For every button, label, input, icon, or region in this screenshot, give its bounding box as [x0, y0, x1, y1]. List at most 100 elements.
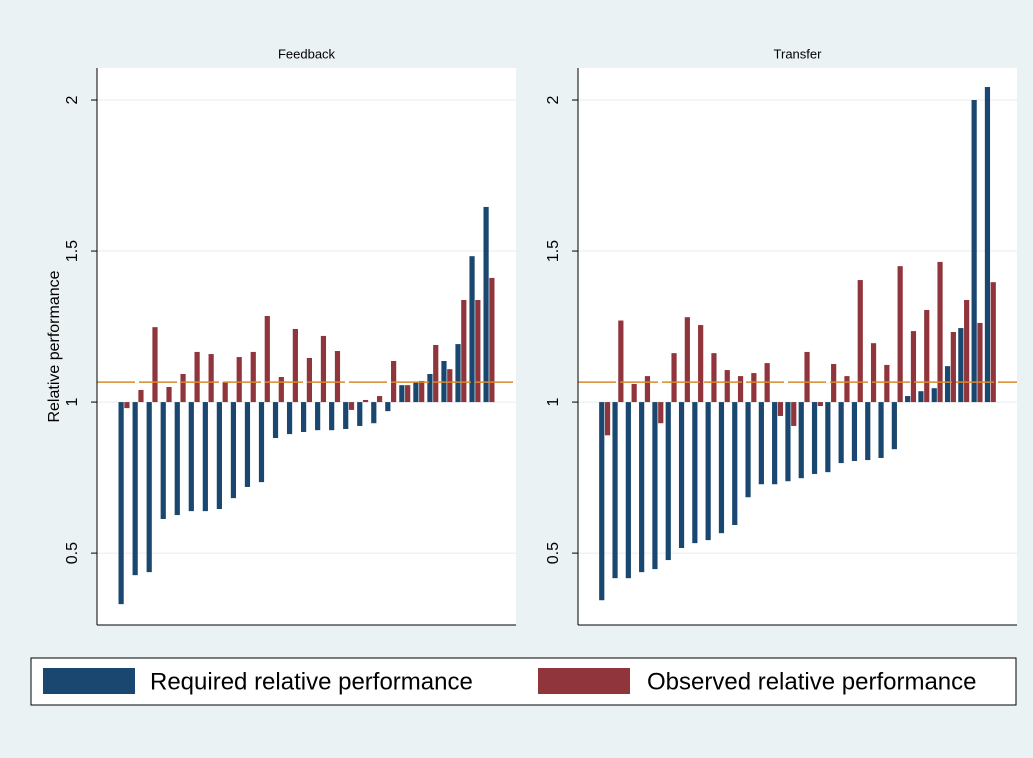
bar	[870, 343, 877, 403]
bar	[599, 402, 605, 601]
bar	[138, 389, 144, 403]
bar	[931, 388, 937, 403]
bar	[625, 402, 631, 579]
bar	[357, 402, 363, 426]
bar	[174, 402, 180, 516]
bar	[897, 266, 903, 403]
bar	[844, 376, 850, 403]
bar	[419, 380, 425, 403]
bar	[684, 317, 690, 403]
bar	[188, 402, 194, 512]
bar	[469, 256, 475, 403]
bar	[376, 396, 383, 403]
bar	[705, 402, 711, 541]
bar	[320, 335, 327, 403]
bar	[711, 353, 717, 403]
bar	[811, 402, 818, 474]
bar	[301, 402, 307, 432]
bar	[678, 402, 685, 548]
bar	[362, 399, 369, 403]
bar	[222, 382, 228, 403]
bar	[604, 402, 611, 436]
plot-area	[578, 68, 1017, 625]
bar	[208, 354, 214, 403]
bar	[950, 332, 956, 403]
bar	[964, 299, 970, 403]
bar	[884, 364, 890, 403]
bar	[791, 402, 797, 426]
bar	[671, 353, 677, 403]
bar	[433, 344, 439, 403]
bar	[977, 322, 983, 403]
panel-title: Feedback	[278, 46, 336, 61]
legend-label: Required relative performance	[150, 668, 473, 695]
bar	[692, 402, 698, 544]
bar	[918, 391, 924, 403]
legend-swatch	[538, 668, 630, 694]
legend-box	[30, 657, 1017, 706]
bar	[772, 402, 778, 485]
bar	[724, 370, 730, 403]
bar	[244, 402, 251, 487]
bar	[891, 402, 897, 450]
y-tick-label: 1	[545, 398, 562, 407]
bar	[306, 357, 312, 403]
bar	[905, 396, 911, 403]
bar	[639, 402, 645, 573]
bar	[399, 385, 405, 403]
bar	[427, 373, 433, 403]
bar	[405, 385, 411, 403]
bar	[857, 280, 863, 403]
bar	[455, 344, 461, 403]
bar	[652, 402, 658, 570]
y-tick-label: 0.5	[64, 542, 81, 564]
bar	[447, 369, 453, 403]
bar	[348, 402, 355, 410]
y-tick-label: 2	[64, 95, 81, 104]
bar	[461, 299, 467, 403]
plot-area	[97, 68, 516, 625]
bar	[483, 206, 489, 403]
y-tick-label: 2	[545, 95, 562, 104]
bar	[751, 373, 757, 403]
bar	[831, 364, 837, 403]
bar	[124, 402, 130, 409]
bar	[644, 376, 651, 403]
bar	[745, 402, 751, 498]
legend-swatch	[43, 668, 135, 694]
bar	[329, 402, 335, 431]
bar	[216, 402, 222, 510]
bar	[804, 351, 810, 403]
y-tick-label: 1.5	[545, 240, 562, 262]
bar	[166, 386, 172, 403]
bar	[777, 402, 784, 416]
bar	[236, 357, 242, 403]
bar	[631, 383, 637, 403]
bar	[258, 402, 265, 483]
bar	[202, 402, 208, 512]
bar	[718, 402, 725, 534]
y-tick-label: 1	[64, 398, 81, 407]
y-axis-title: Relative performance	[46, 270, 63, 422]
bar	[785, 402, 791, 482]
bar	[658, 402, 664, 424]
bar	[272, 402, 279, 439]
bar	[878, 402, 884, 458]
bar	[146, 402, 152, 573]
bar	[984, 87, 991, 403]
bar	[194, 351, 200, 403]
bar	[286, 402, 293, 435]
bar	[413, 382, 419, 403]
bar	[160, 402, 166, 519]
bar	[334, 351, 341, 403]
bar	[825, 402, 831, 473]
panel-title: Transfer	[774, 46, 823, 61]
bar	[371, 402, 377, 424]
bar	[343, 402, 349, 429]
bar	[851, 402, 858, 461]
y-tick-label: 1.5	[64, 240, 81, 262]
bar	[937, 261, 943, 403]
bar	[910, 331, 917, 403]
bar	[732, 402, 738, 526]
